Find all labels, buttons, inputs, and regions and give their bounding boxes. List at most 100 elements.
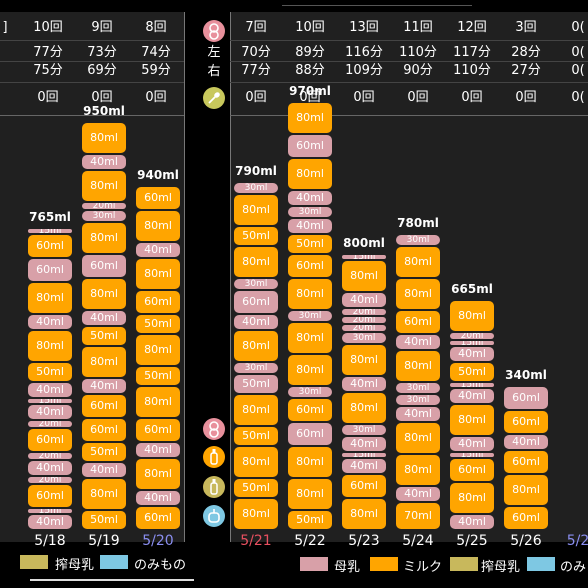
left-chart-bar-1-segment-11: 50ml — [28, 363, 72, 381]
legend-breast-swatch — [300, 557, 328, 571]
left-count-0: ] — [2, 20, 8, 35]
right-chart-date-2[interactable]: 5/23 — [348, 533, 380, 549]
left-scrollbar[interactable] — [30, 579, 194, 581]
right-counts-6: 0( — [571, 20, 585, 35]
right-chart-bar-0-segment-9: 60ml — [234, 291, 278, 313]
left-chart-bar-2-segment-15: 80ml — [82, 171, 126, 201]
right-chart-date-1[interactable]: 5/22 — [294, 533, 326, 549]
right-counts-0: 7回 — [245, 20, 267, 35]
left-chart-bar-2-segment-16: 40ml — [82, 155, 126, 169]
right-chart-bar-1-segment-4: 60ml — [288, 399, 332, 421]
left-chart: ml40ml15ml60ml20ml40ml20ml60ml20ml40ml15… — [0, 0, 184, 588]
right-chart-bar-4-segment-5: 80ml — [450, 405, 494, 435]
right-spoon-0: 0回 — [245, 90, 267, 105]
right-chart-bar-2-segment-10: 20ml — [342, 325, 386, 331]
right-chart-bar-5-segment-0: 60ml — [504, 507, 548, 529]
right-chart-bar-2-segment-3: 15ml — [342, 453, 386, 457]
drink-cup-icon — [203, 505, 225, 527]
right-chart-bar-3-segment-3: 80ml — [396, 423, 440, 453]
right-side-label: 右 — [207, 64, 221, 79]
right-chart-total-3: 780ml — [397, 216, 439, 230]
left-chart-bar-2-segment-17: 80ml — [82, 123, 126, 153]
left-chart-bar-2-segment-8: 50ml — [82, 327, 126, 345]
right-chart-bar-1-segment-2: 80ml — [288, 447, 332, 477]
right-counts-3: 11回 — [403, 20, 433, 35]
left-min-r-3: 59分 — [141, 63, 171, 78]
right-chart-bar-1-segment-11: 50ml — [288, 235, 332, 253]
right-chart-bar-1-segment-3: 60ml — [288, 423, 332, 445]
breast-feed-icon — [203, 418, 225, 440]
spoon-icon — [203, 87, 225, 109]
left-min-l-1: 77分 — [33, 45, 63, 60]
right-chart-bar-2-segment-11: 20ml — [342, 317, 386, 323]
right-chart-date-4[interactable]: 5/25 — [456, 533, 488, 549]
right-chart-bar-4-segment-7: 15ml — [450, 383, 494, 387]
left-chart-bar-2-segment-13: 30ml — [82, 211, 126, 221]
right-counts-5: 3回 — [515, 20, 537, 35]
right-chart-date-6[interactable]: 5/2 — [566, 533, 588, 549]
left-count-2: 9回 — [91, 20, 113, 35]
right-chart-bar-1-segment-10: 60ml — [288, 255, 332, 277]
right-row-divider — [230, 40, 588, 41]
right-chart-total-2: 800ml — [343, 236, 385, 250]
left-chart-bar-2-segment-7: 80ml — [82, 347, 126, 377]
left-chart-bar-3-segment-10: 80ml — [136, 259, 180, 289]
right-chart-bar-4-segment-8: 50ml — [450, 363, 494, 381]
legend-pumped-swatch — [20, 555, 48, 569]
right-row-divider — [230, 61, 588, 62]
right-chart-bar-0-segment-10: 30ml — [234, 279, 278, 289]
right-chart-bar-2-segment-6: 80ml — [342, 393, 386, 423]
left-count-1: 10回 — [33, 20, 63, 35]
left-chart-bar-1-segment-8: 40ml — [28, 405, 72, 419]
right-chart-date-3[interactable]: 5/24 — [402, 533, 434, 549]
left-chart-bar-1-segment-9: 15ml — [28, 399, 72, 403]
right-chart-bar-4-segment-11: 20ml — [450, 333, 494, 339]
top-scroll-indicator — [282, 5, 472, 6]
left-chart-bar-3-segment-11: 40ml — [136, 243, 180, 257]
legend-drink-swatch — [100, 555, 128, 569]
bottle-icon — [203, 446, 225, 468]
right-chart-bar-3-segment-8: 40ml — [396, 335, 440, 349]
right-chart-bar-5-segment-4: 60ml — [504, 411, 548, 433]
left-row-divider — [0, 82, 184, 83]
left-spoon-2: 0回 — [91, 90, 113, 105]
left-chart-bar-3-segment-13: 60ml — [136, 187, 180, 209]
right-chart-date-5[interactable]: 5/26 — [510, 533, 542, 549]
right-chart-bar-0-segment-7: 80ml — [234, 331, 278, 361]
left-row-divider — [0, 115, 184, 116]
left-chart-date-2[interactable]: 5/19 — [88, 533, 120, 549]
right-chart-bar-0-segment-0: 80ml — [234, 499, 278, 529]
right-chart-bar-4-segment-2: 60ml — [450, 459, 494, 481]
left-chart-bar-1-segment-5: 20ml — [28, 453, 72, 459]
right-chart-bar-4-segment-6: 40ml — [450, 389, 494, 403]
right-chart-bar-1-segment-8: 30ml — [288, 311, 332, 321]
right-chart-date-0[interactable]: 5/21 — [240, 533, 272, 549]
left-count-3: 8回 — [145, 20, 167, 35]
right-chart-bar-0-segment-8: 40ml — [234, 315, 278, 329]
left-min-l-3: 74分 — [141, 45, 171, 60]
right-chart-bar-1-segment-0: 50ml — [288, 511, 332, 529]
left-chart-bar-1-segment-7: 20ml — [28, 421, 72, 427]
left-side-label: 左 — [207, 45, 221, 60]
left-chart-bar-3-segment-0: 60ml — [136, 507, 180, 529]
right-chart-bar-5-segment-1: 80ml — [504, 475, 548, 505]
right-chart-bar-2-segment-12: 20ml — [342, 309, 386, 315]
right-chart-bar-1-segment-9: 80ml — [288, 279, 332, 309]
right-counts-4: 12回 — [457, 20, 487, 35]
left-chart-bar-3-segment-3: 40ml — [136, 443, 180, 457]
right-chart-bar-0-segment-4: 80ml — [234, 395, 278, 425]
right-chart-bar-3-segment-2: 80ml — [396, 455, 440, 485]
left-chart-date-3[interactable]: 5/20 — [142, 533, 174, 549]
left-chart-date-1[interactable]: 5/18 — [34, 533, 66, 549]
left-chart-bar-3-segment-1: 40ml — [136, 491, 180, 505]
right-chart-bar-2-segment-13: 40ml — [342, 293, 386, 307]
legend-pumped-label: 搾母乳 — [55, 558, 95, 573]
right-chart-bar-3-segment-12: 30ml — [396, 235, 440, 245]
left-chart-bar-1-segment-17: 15ml — [28, 229, 72, 233]
right-chart-total-4: 665ml — [451, 282, 493, 296]
right-chart-bar-0-segment-11: 80ml — [234, 247, 278, 277]
right-left-min-3: 110分 — [399, 45, 437, 60]
left-chart-bar-2-segment-4: 60ml — [82, 419, 126, 441]
